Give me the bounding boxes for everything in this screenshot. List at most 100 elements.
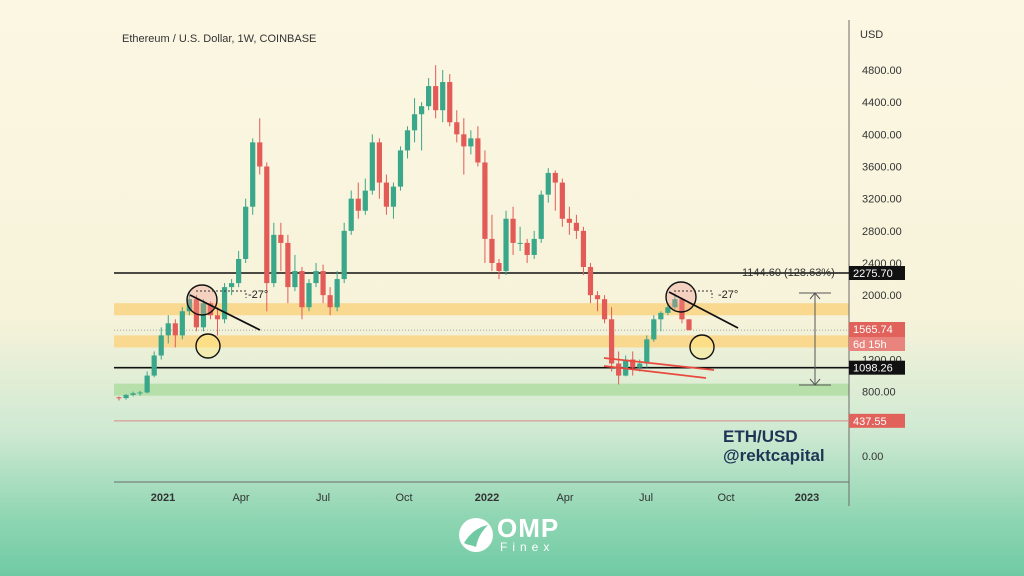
candle: [608, 307, 615, 372]
candle: [496, 258, 502, 280]
price-tick-label: 800.00: [862, 387, 896, 399]
candle: [475, 126, 481, 167]
time-tick-label: 2023: [795, 492, 819, 504]
candle: [250, 138, 256, 215]
time-tick-label: Jul: [639, 492, 653, 504]
price-tick-label: 3200.00: [862, 194, 902, 206]
candle: [461, 118, 467, 175]
candle: [369, 134, 375, 195]
candle-body: [383, 182, 390, 207]
candle: [376, 138, 382, 199]
candle-body: [594, 295, 601, 300]
time-tick-label: Oct: [395, 492, 412, 504]
candle: [503, 210, 509, 276]
candle-body: [130, 393, 136, 395]
candle-body: [250, 142, 256, 207]
level-tag: [849, 360, 905, 375]
candle-body: [468, 138, 474, 147]
candle: [658, 311, 664, 332]
price-tick-label: 2800.00: [862, 226, 902, 238]
candle: [651, 315, 657, 342]
candle-body: [390, 186, 397, 207]
logo-sub: Finex: [500, 540, 555, 554]
candle-body: [580, 230, 587, 268]
candle: [334, 271, 340, 312]
candle-body: [179, 311, 185, 336]
horizontal-levels: 2275.70 1098.26 437.55: [114, 265, 905, 428]
candle-body: [137, 392, 143, 394]
candle: [440, 70, 446, 123]
candle: [165, 315, 171, 344]
candle: [545, 168, 551, 203]
chart-title: Ethereum / U.S. Dollar, 1W, COINBASE: [122, 33, 316, 45]
candle: [243, 198, 249, 263]
candle-body: [355, 198, 361, 211]
candle: [158, 327, 164, 360]
level-tag: [849, 413, 905, 428]
time-tick-label: 2021: [151, 492, 175, 504]
countdown-text: 6d 15h: [853, 339, 887, 351]
candle: [623, 355, 629, 377]
candle-body: [559, 182, 565, 219]
omp-finex-logo: OMP Finex: [456, 513, 572, 559]
candle-body: [271, 234, 277, 284]
price-tick-label: 0.00: [862, 451, 883, 463]
candle: [130, 391, 136, 397]
right-bottom-circle: [689, 334, 715, 360]
time-tick-label: 2022: [475, 492, 499, 504]
candle-body: [207, 303, 214, 316]
candle-body: [665, 307, 671, 313]
candle-body: [369, 142, 375, 191]
candle: [426, 78, 432, 111]
candle: [510, 206, 516, 255]
right-angle-marker: [674, 290, 713, 298]
candle-body: [214, 315, 221, 320]
candle: [587, 263, 594, 304]
candle-body: [637, 363, 643, 368]
time-ticks: 2021 Apr Jul Oct 2022 Apr Jul Oct 2023: [151, 492, 819, 504]
candle: [228, 279, 235, 296]
candle: [433, 65, 439, 119]
price-tick-label: 2000.00: [862, 290, 902, 302]
candle-body: [608, 319, 615, 364]
candle: [517, 226, 523, 251]
candle-body: [243, 206, 249, 259]
candle: [362, 178, 368, 215]
candle: [172, 319, 178, 348]
candle-body: [327, 295, 333, 308]
candle: [601, 295, 608, 324]
candle-body: [221, 287, 228, 320]
zone-0: [114, 303, 849, 316]
right-angle-label: -27°: [718, 289, 738, 301]
candle-body: [510, 218, 516, 243]
candle-body: [278, 234, 284, 243]
candle: [447, 74, 453, 127]
price-tick-label: 4000.00: [862, 129, 902, 141]
candle: [482, 150, 488, 263]
candle: [468, 130, 474, 155]
candle: [299, 267, 305, 320]
candle: [686, 319, 692, 331]
candle: [573, 214, 580, 239]
candle-body: [151, 355, 157, 376]
candle: [271, 222, 277, 288]
candle: [355, 182, 361, 219]
candle: [552, 170, 558, 211]
candle-body: [186, 299, 192, 312]
candle-body: [672, 299, 678, 308]
candle-body: [482, 162, 488, 239]
candle: [679, 298, 685, 324]
candle-body: [306, 283, 312, 308]
watermark-handle: @rektcapital: [723, 446, 825, 465]
right-trendline: [668, 291, 739, 329]
time-tick-label: Jul: [316, 492, 330, 504]
candle-body: [644, 339, 650, 364]
left-angle-label: -27°: [248, 289, 268, 301]
candle-body: [616, 363, 622, 376]
candle-body: [172, 323, 178, 336]
candle: [313, 263, 319, 288]
annotations: -27° -27° 1144.60 (128.63%): [186, 267, 835, 386]
currency-label: USD: [860, 29, 883, 41]
candle-body: [461, 134, 467, 147]
candle: [566, 206, 572, 235]
